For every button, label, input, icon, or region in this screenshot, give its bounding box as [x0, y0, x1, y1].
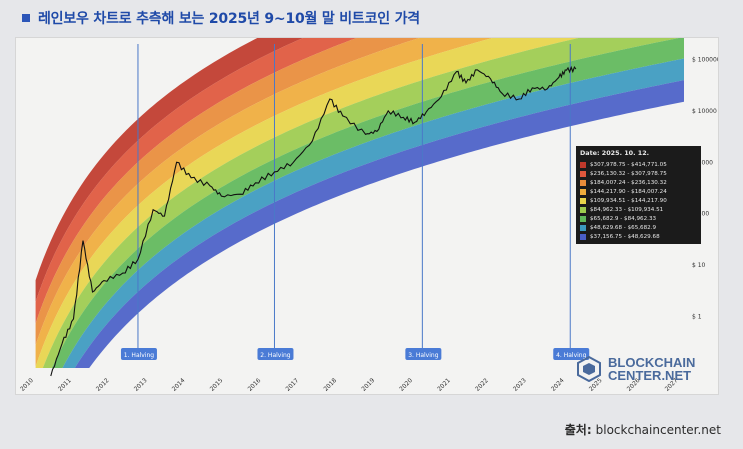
tooltip-swatch [580, 197, 586, 204]
y-tick-label: $ 1 [692, 314, 702, 321]
tooltip-row: $84,962.33 - $109,934.51 [580, 205, 697, 214]
tooltip-row: $144,217.90 - $184,007.24 [580, 187, 697, 196]
date-tooltip: Date: 2025. 10. 12. $307,978.75 - $414,7… [576, 146, 701, 244]
tooltip-range: $236,130.32 - $307,978.75 [590, 170, 667, 177]
halving-label: 3. Halving [408, 352, 439, 359]
halving-label: 4. Halving [556, 352, 587, 359]
rainbow-band [35, 38, 419, 346]
rainbow-band [35, 38, 579, 378]
halving-badge [120, 348, 157, 360]
tooltip-range: $84,962.33 - $109,934.51 [590, 207, 664, 214]
blockchaincenter-logo: BLOCKCHAIN CENTER.NET [576, 356, 695, 382]
tooltip-row: $48,629.68 - $65,682.9 [580, 224, 697, 233]
cube-logo-icon [577, 356, 601, 382]
tooltip-row: $307,978.75 - $414,771.05 [580, 160, 697, 169]
brand-text: BLOCKCHAIN CENTER.NET [608, 356, 695, 382]
page-title-wrap: 레인보우 차트로 추측해 보는 2025년 9~10월 말 비트코인 가격 [22, 7, 420, 29]
tooltip-row: $236,130.32 - $307,978.75 [580, 169, 697, 178]
tooltip-swatch [580, 188, 586, 195]
tooltip-swatch [580, 225, 586, 232]
tooltip-swatch [580, 179, 586, 186]
halving-label: 1. Halving [124, 352, 155, 359]
tooltip-date: Date: 2025. 10. 12. [580, 149, 650, 157]
tooltip-rows: $307,978.75 - $414,771.05 $236,130.32 - $… [580, 160, 697, 242]
tooltip-swatch [580, 161, 586, 168]
title-bullet-icon [22, 14, 30, 22]
source-line: 출처: blockchaincenter.net [565, 421, 721, 438]
rainbow-band [35, 38, 493, 367]
source-label: 출처: [564, 423, 592, 437]
y-tick-label: $ 100000 [692, 56, 718, 63]
tooltip-swatch [580, 207, 586, 214]
tooltip-swatch [580, 216, 586, 223]
bitcoin-price-line [50, 65, 577, 377]
y-tick-label: $ 1000 [692, 159, 713, 166]
tooltip-swatch [580, 170, 586, 177]
rainbow-band [35, 58, 685, 379]
brand-line-1: BLOCKCHAIN [608, 355, 696, 370]
rainbow-band [35, 80, 685, 378]
brand-line-2: CENTER.NET [608, 368, 692, 383]
tooltip-range: $48,629.68 - $65,682.9 [590, 225, 657, 232]
tooltip-range: $65,682.9 - $84,962.33 [590, 216, 657, 223]
tooltip-row: $109,934.51 - $144,217.90 [580, 196, 697, 205]
halving-badge [405, 348, 442, 360]
tooltip-row: $184,007.24 - $236,130.32 [580, 178, 697, 187]
tooltip-row: $37,156.75 - $48,629.68 [580, 233, 697, 242]
page-title: 레인보우 차트로 추측해 보는 2025년 9~10월 말 비트코인 가격 [38, 11, 420, 27]
rainbow-band [35, 38, 679, 378]
halving-label: 2. Halving [260, 352, 291, 359]
source-value: blockchaincenter.net [595, 423, 721, 437]
halving-badge [553, 348, 590, 360]
tooltip-range: $144,217.90 - $184,007.24 [590, 188, 667, 195]
tooltip-range: $37,156.75 - $48,629.68 [590, 234, 660, 241]
tooltip-range: $307,978.75 - $414,771.05 [590, 161, 667, 168]
tooltip-swatch [580, 234, 586, 241]
tooltip-range: $184,007.24 - $236,130.32 [590, 179, 667, 186]
rainbow-chart: 1. Halving 2. Halving 3. Halving 4. Halving… [16, 38, 718, 394]
halving-badge [257, 348, 294, 360]
rainbow-chart-panel: 1. Halving 2. Halving 3. Halving 4. Halving… [16, 38, 718, 394]
y-tick-label: $ 10 [692, 262, 706, 269]
tooltip-row: $65,682.9 - $84,962.33 [580, 215, 697, 224]
y-tick-label: $ 10000 [692, 108, 717, 115]
tooltip-range: $109,934.51 - $144,217.90 [590, 197, 667, 204]
